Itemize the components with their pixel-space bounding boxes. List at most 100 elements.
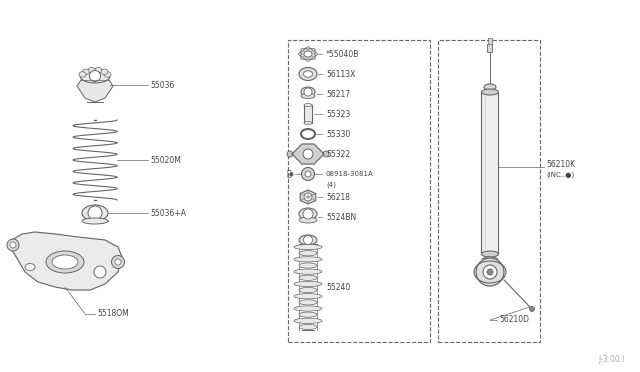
Circle shape [529,307,534,311]
Ellipse shape [82,205,108,221]
Ellipse shape [299,312,317,317]
Ellipse shape [83,69,90,74]
Text: (4): (4) [326,182,336,188]
Text: 55036: 55036 [150,80,174,90]
Text: 55322: 55322 [326,150,350,158]
Ellipse shape [299,67,317,80]
Ellipse shape [294,257,322,262]
Ellipse shape [483,257,498,261]
Text: 55330: 55330 [326,129,350,138]
Text: 55323: 55323 [326,109,350,119]
Bar [488,38,492,44]
Text: 55020M: 55020M [150,155,181,164]
Ellipse shape [79,72,86,77]
Ellipse shape [481,251,499,257]
Ellipse shape [307,59,310,61]
Ellipse shape [299,300,317,305]
Ellipse shape [312,48,316,51]
Ellipse shape [301,57,304,60]
Circle shape [115,259,121,265]
Circle shape [7,239,19,251]
Ellipse shape [312,57,316,60]
Bar [304,105,312,123]
Circle shape [301,167,314,180]
Text: 5518OM: 5518OM [97,310,129,318]
Ellipse shape [307,47,310,49]
Text: 56113X: 56113X [326,70,355,78]
Ellipse shape [301,93,315,99]
Ellipse shape [323,151,329,157]
Polygon shape [300,190,316,204]
Text: 55036+A: 55036+A [150,208,186,218]
Text: 56218: 56218 [326,192,350,202]
Text: *55040B: *55040B [326,49,360,58]
Circle shape [303,149,313,159]
Ellipse shape [314,53,317,55]
Ellipse shape [46,251,84,273]
Ellipse shape [294,281,322,286]
Ellipse shape [299,288,317,293]
Ellipse shape [294,244,322,250]
Text: ⓝ: ⓝ [287,170,291,179]
Ellipse shape [100,69,108,74]
Text: 55240: 55240 [326,282,350,292]
Ellipse shape [82,218,108,224]
Ellipse shape [104,72,111,77]
Ellipse shape [287,151,293,157]
Circle shape [88,206,102,220]
Ellipse shape [299,324,317,330]
Circle shape [90,71,100,81]
Circle shape [10,242,16,248]
Text: (INC..●): (INC..●) [546,172,574,178]
Ellipse shape [300,48,316,60]
Circle shape [305,171,311,177]
Ellipse shape [299,251,317,256]
Ellipse shape [88,67,95,73]
Bar [488,44,493,52]
Ellipse shape [481,89,499,95]
Ellipse shape [304,103,312,106]
Polygon shape [12,232,122,290]
Ellipse shape [294,306,322,311]
Ellipse shape [294,294,322,299]
Ellipse shape [52,255,78,269]
Ellipse shape [299,208,317,220]
Bar [438,40,540,342]
Ellipse shape [304,51,312,57]
Circle shape [487,269,493,275]
Circle shape [483,265,497,279]
Text: 08918-3081A: 08918-3081A [326,171,374,177]
Ellipse shape [303,71,312,77]
Ellipse shape [80,69,110,83]
Text: 56210K: 56210K [546,160,575,169]
Ellipse shape [299,263,317,268]
Text: 5524BN: 5524BN [326,212,356,221]
Text: 56217: 56217 [326,90,350,99]
Text: J-3.00.I: J-3.00.I [598,356,625,365]
Circle shape [304,88,312,96]
Circle shape [94,266,106,278]
Ellipse shape [301,87,315,97]
Ellipse shape [484,84,496,90]
Circle shape [304,193,312,201]
Bar [481,92,499,254]
Ellipse shape [304,122,312,125]
Ellipse shape [301,48,304,51]
Ellipse shape [299,275,317,280]
Circle shape [111,256,125,269]
Circle shape [476,258,504,286]
Text: ●: ● [289,171,294,176]
Polygon shape [292,144,324,164]
Ellipse shape [301,129,315,139]
Circle shape [303,235,312,244]
Bar [288,40,430,342]
Polygon shape [77,80,113,102]
Ellipse shape [294,269,322,274]
Circle shape [303,209,313,219]
Ellipse shape [294,318,322,323]
Ellipse shape [298,53,301,55]
Ellipse shape [95,67,102,73]
Text: 56210D: 56210D [499,315,529,324]
Ellipse shape [485,90,495,94]
Ellipse shape [299,217,317,223]
